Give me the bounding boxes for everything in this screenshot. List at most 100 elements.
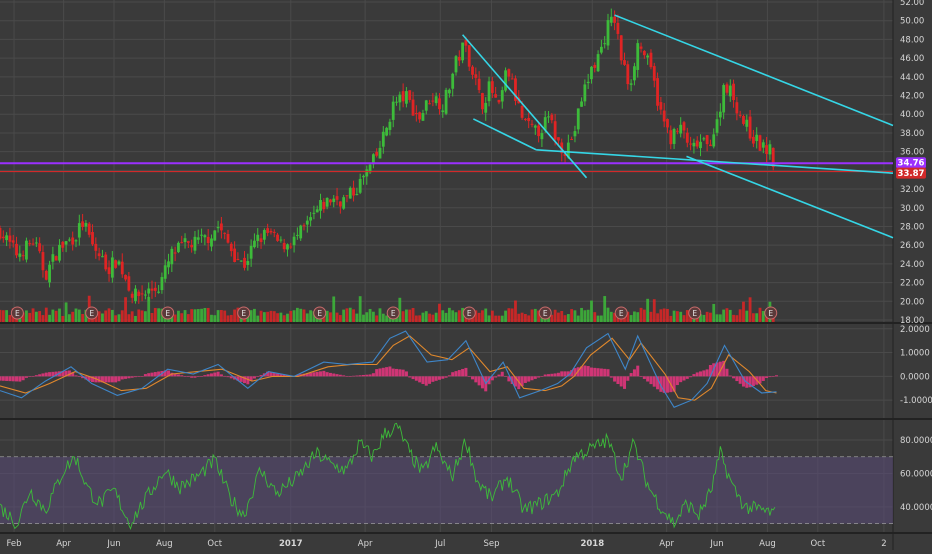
candle[interactable]: [490, 81, 494, 93]
candle[interactable]: [11, 240, 15, 243]
candle[interactable]: [200, 234, 203, 236]
candle[interactable]: [183, 238, 187, 243]
candle[interactable]: [272, 231, 276, 233]
candle[interactable]: [153, 287, 157, 291]
candle[interactable]: [101, 256, 104, 258]
candle[interactable]: [666, 119, 669, 128]
candle[interactable]: [345, 195, 349, 197]
candle[interactable]: [223, 232, 227, 234]
candle[interactable]: [71, 237, 75, 245]
earnings-marker[interactable]: [614, 306, 628, 320]
candle[interactable]: [140, 293, 144, 295]
candle[interactable]: [652, 66, 656, 81]
candle[interactable]: [120, 261, 124, 275]
candle[interactable]: [484, 102, 488, 113]
candle[interactable]: [295, 234, 299, 236]
candle[interactable]: [609, 16, 613, 23]
earnings-marker[interactable]: [237, 306, 251, 320]
candle[interactable]: [586, 81, 590, 84]
candle[interactable]: [127, 276, 131, 291]
candle[interactable]: [738, 114, 742, 116]
candle[interactable]: [0, 227, 2, 239]
candle[interactable]: [662, 110, 666, 122]
candle[interactable]: [507, 69, 511, 77]
candle[interactable]: [580, 101, 583, 107]
candle[interactable]: [702, 138, 706, 140]
candle[interactable]: [685, 132, 689, 143]
candle[interactable]: [596, 54, 600, 72]
candle[interactable]: [732, 83, 735, 101]
candle[interactable]: [91, 232, 94, 245]
candle[interactable]: [722, 85, 726, 113]
candle[interactable]: [38, 243, 42, 252]
candle[interactable]: [61, 241, 65, 248]
candle[interactable]: [229, 243, 233, 252]
candle[interactable]: [474, 74, 478, 78]
candle[interactable]: [77, 223, 81, 238]
candle[interactable]: [48, 264, 51, 283]
candle[interactable]: [414, 112, 418, 114]
candle[interactable]: [715, 119, 719, 133]
candle[interactable]: [253, 240, 256, 248]
candle[interactable]: [481, 93, 484, 110]
candle[interactable]: [322, 201, 326, 210]
candle[interactable]: [332, 198, 336, 203]
candle[interactable]: [477, 78, 481, 91]
candle[interactable]: [438, 98, 441, 110]
candle[interactable]: [742, 115, 745, 124]
candle[interactable]: [441, 110, 445, 113]
candle[interactable]: [147, 288, 151, 294]
candle[interactable]: [213, 230, 217, 241]
candle[interactable]: [540, 133, 544, 140]
candle[interactable]: [768, 144, 772, 155]
candle[interactable]: [649, 52, 653, 68]
candle[interactable]: [219, 223, 223, 231]
candle[interactable]: [157, 291, 161, 293]
candle[interactable]: [362, 175, 365, 178]
candle[interactable]: [675, 130, 679, 132]
candle[interactable]: [570, 138, 574, 140]
candle[interactable]: [31, 243, 35, 245]
candle[interactable]: [494, 94, 498, 98]
candle[interactable]: [457, 56, 461, 61]
candle[interactable]: [190, 244, 194, 248]
trendline[interactable]: [614, 14, 894, 127]
candle[interactable]: [5, 235, 9, 241]
candle[interactable]: [315, 209, 319, 213]
earnings-marker[interactable]: [764, 306, 778, 320]
candle[interactable]: [375, 151, 379, 156]
candle[interactable]: [725, 84, 729, 93]
candle[interactable]: [527, 118, 531, 122]
candlestick-series[interactable]: [0, 8, 775, 304]
candle[interactable]: [180, 242, 184, 244]
candle[interactable]: [243, 257, 246, 268]
candle[interactable]: [751, 136, 755, 144]
candle[interactable]: [54, 256, 58, 261]
candle[interactable]: [64, 241, 68, 245]
candle[interactable]: [523, 118, 527, 120]
candle[interactable]: [51, 254, 55, 262]
earnings-marker[interactable]: [688, 306, 702, 320]
candle[interactable]: [603, 43, 607, 45]
candle[interactable]: [497, 99, 501, 103]
candle[interactable]: [765, 145, 769, 154]
candle[interactable]: [74, 240, 78, 242]
candle[interactable]: [633, 66, 636, 81]
candle[interactable]: [550, 114, 554, 121]
candle[interactable]: [408, 90, 412, 100]
candle[interactable]: [467, 45, 471, 67]
candle[interactable]: [186, 241, 190, 243]
candle[interactable]: [134, 288, 137, 301]
candle[interactable]: [107, 267, 111, 275]
candle[interactable]: [695, 140, 699, 147]
candle[interactable]: [216, 226, 220, 229]
candle[interactable]: [18, 253, 22, 257]
candle[interactable]: [87, 223, 91, 235]
candle[interactable]: [537, 125, 541, 137]
candle[interactable]: [672, 128, 676, 144]
candle[interactable]: [81, 221, 85, 227]
candle[interactable]: [705, 135, 709, 145]
candle[interactable]: [84, 223, 88, 227]
candle[interactable]: [309, 217, 313, 221]
